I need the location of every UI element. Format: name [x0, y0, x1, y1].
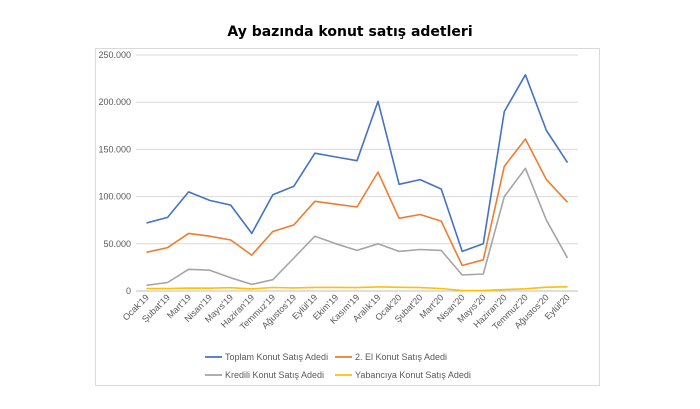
chart-frame [95, 48, 600, 386]
y-tick-label: 100.000 [98, 192, 131, 202]
series-line-1 [146, 138, 569, 267]
gridlines [136, 54, 578, 292]
y-tick-label: 250.000 [98, 50, 131, 60]
y-tick-label: 50.000 [103, 239, 131, 249]
chart-title: Ay bazında konut satış adetleri [227, 24, 473, 40]
legend-label: Toplam Konut Satış Adedi [225, 352, 328, 362]
y-tick-label: 0 [126, 286, 131, 296]
y-tick-label: 200.000 [98, 97, 131, 107]
y-tick-label: 150.000 [98, 144, 131, 154]
legend-label: 2. El Konut Satış Adedi [355, 352, 447, 362]
legend: Toplam Konut Satış Adedi 2. El Konut Satı… [205, 352, 471, 380]
series-line-3 [146, 286, 568, 292]
legend-label: Kredili Konut Satış Adedi [225, 370, 324, 380]
series-line-0 [146, 74, 569, 253]
x-axis-ticks: Ocak'19Şubat'19Mart'19Nisan'19Mayıs'19Ha… [121, 292, 572, 331]
series-line-2 [146, 167, 569, 287]
series-lines [146, 74, 569, 292]
legend-label: Yabancıya Konut Satış Adedi [355, 370, 471, 380]
y-axis-ticks: 0 50.000 100.000 150.000 200.000 250.000 [98, 50, 131, 296]
